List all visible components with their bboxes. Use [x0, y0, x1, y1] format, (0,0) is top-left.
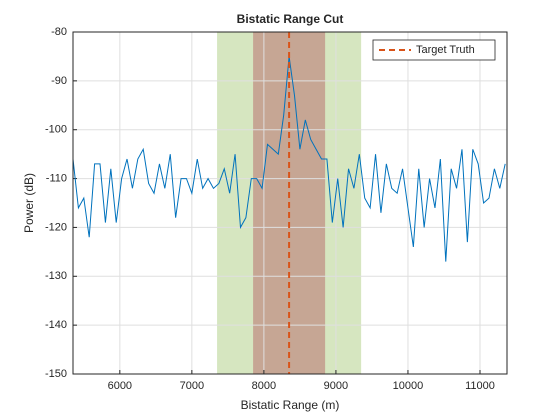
x-tick-label: 7000 — [180, 380, 204, 392]
legend-label: Target Truth — [416, 44, 475, 56]
x-tick-label: 10000 — [393, 380, 424, 392]
x-tick-label: 11000 — [465, 380, 495, 392]
y-tick-label: -120 — [45, 221, 67, 233]
y-tick-label: -80 — [51, 26, 67, 38]
x-tick-label: 9000 — [324, 380, 348, 392]
x-tick-label: 6000 — [108, 380, 132, 392]
axes-box — [72, 31, 508, 375]
chart-title: Bistatic Range Cut — [237, 12, 344, 26]
y-tick-label: -140 — [45, 319, 67, 331]
y-tick-label: -100 — [45, 124, 67, 136]
y-tick-label: -130 — [45, 270, 67, 282]
y-tick-label: -110 — [46, 172, 67, 184]
x-tick-label: 8000 — [252, 380, 276, 392]
x-axis-label: Bistatic Range (m) — [241, 398, 340, 412]
y-axis-label: Power (dB) — [22, 173, 36, 233]
legend-box — [372, 39, 496, 61]
y-tick-label: -150 — [45, 368, 67, 380]
y-tick-label: -90 — [51, 75, 67, 87]
